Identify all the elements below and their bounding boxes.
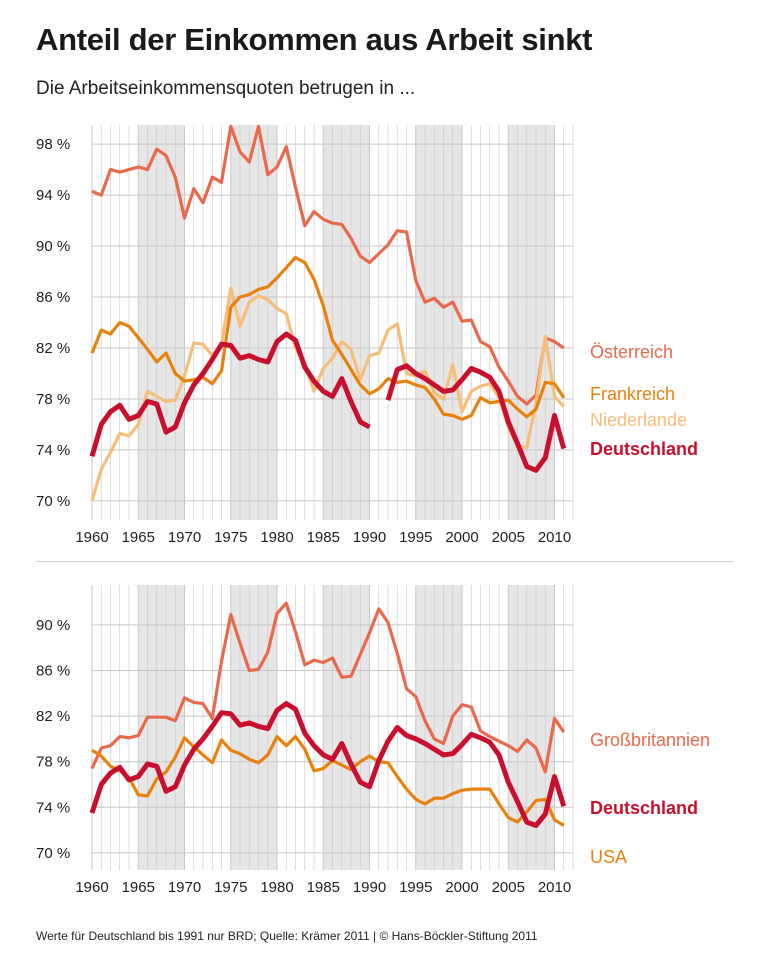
legend-label-deutschland: Deutschland (590, 439, 698, 459)
x-tick-label: 1965 (122, 529, 155, 546)
x-tick-label: 1970 (168, 529, 201, 546)
shaded-period-1985 (323, 585, 370, 870)
x-tick-label: 1970 (168, 879, 201, 896)
labor-share-chart-europe: 70 % 74 % 78 % 82 % 86 % 90 % 94 % 98 % 1960 1965… (36, 124, 698, 546)
x-tick-label: 1965 (122, 879, 155, 896)
x-tick-label: 1960 (75, 529, 108, 546)
shaded-period-1985 (323, 125, 370, 520)
legend-label-deutschland: Deutschland (590, 798, 698, 818)
series-line-niederlande (90, 286, 565, 502)
chart-subtitle: Die Arbeitseinkommensquoten betrugen in … (36, 78, 416, 99)
x-tick-label: 1985 (307, 529, 340, 546)
x-tick-label: 2005 (492, 529, 525, 546)
shaded-period-2005 (508, 585, 555, 870)
y-tick-label: 82 % (36, 340, 70, 357)
series-line-deutschland (89, 701, 567, 828)
labor-share-chart-uk-usa: 70 % 74 % 78 % 82 % 86 % 90 % 1960 1965 1970 1975… (36, 585, 710, 896)
x-tick-label: 1960 (75, 879, 108, 896)
series-line-großbritannien (90, 601, 566, 774)
x-tick-label: 2010 (538, 879, 571, 896)
x-tick-label: 2005 (492, 879, 525, 896)
y-tick-label: 78 % (36, 391, 70, 408)
x-tick-label: 1995 (399, 879, 432, 896)
y-tick-label: 90 % (36, 238, 70, 255)
series-line-deutschland (89, 331, 567, 473)
x-tick-label: 2010 (538, 529, 571, 546)
y-tick-label: 82 % (36, 708, 70, 725)
y-tick-label: 70 % (36, 493, 70, 510)
legend-label-frankreich: Frankreich (590, 384, 675, 404)
legend-label-österreich: Österreich (590, 342, 673, 362)
source-footnote: Werte für Deutschland bis 1991 nur BRD; … (36, 929, 538, 943)
x-tick-label: 2000 (445, 529, 478, 546)
series-line-usa (91, 735, 565, 827)
y-tick-label: 86 % (36, 289, 70, 306)
x-tick-label: 1980 (260, 879, 293, 896)
shaded-period-1995 (415, 585, 462, 870)
x-tick-label: 1975 (214, 879, 247, 896)
shaded-period-2005 (508, 125, 555, 520)
y-tick-label: 70 % (36, 845, 70, 862)
chart-title: Anteil der Einkommen aus Arbeit sinkt (36, 22, 593, 57)
shaded-period-1995 (415, 125, 462, 520)
x-tick-label: 1990 (353, 879, 386, 896)
x-tick-label: 1975 (214, 529, 247, 546)
legend-label-usa: USA (590, 847, 627, 867)
legend-label-niederlande: Niederlande (590, 410, 687, 430)
y-tick-label: 98 % (36, 136, 70, 153)
x-tick-label: 1980 (260, 529, 293, 546)
legend-label-großbritannien: Großbritannien (590, 730, 710, 750)
y-tick-label: 74 % (36, 799, 70, 816)
y-tick-label: 94 % (36, 187, 70, 204)
x-tick-label: 1990 (353, 529, 386, 546)
series-line-frankreich (90, 255, 566, 421)
shaded-period-1965 (138, 585, 185, 870)
x-tick-label: 2000 (445, 879, 478, 896)
x-tick-label: 1995 (399, 529, 432, 546)
y-tick-label: 86 % (36, 663, 70, 680)
chart-divider (36, 561, 734, 562)
y-tick-label: 90 % (36, 617, 70, 634)
series-line-österreich (91, 124, 565, 406)
y-tick-label: 78 % (36, 754, 70, 771)
x-tick-label: 1985 (307, 879, 340, 896)
y-tick-label: 74 % (36, 442, 70, 459)
